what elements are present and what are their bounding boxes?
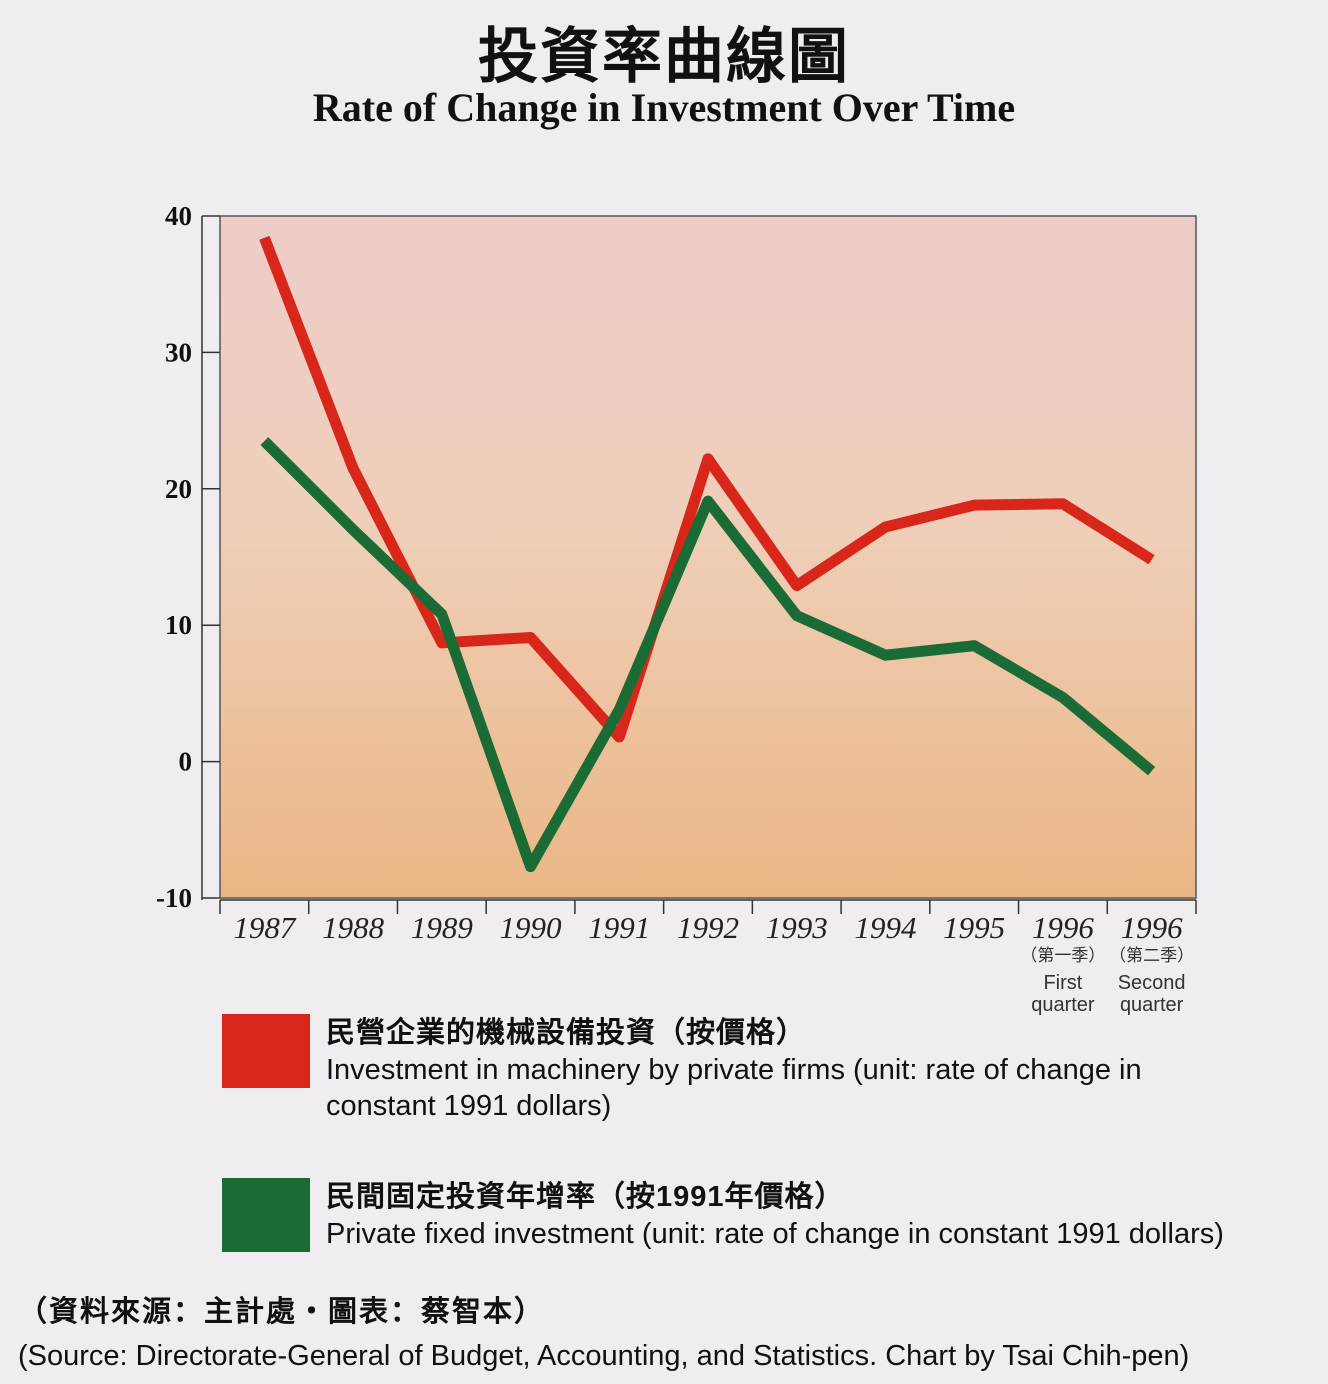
x-tick-label: 1993 [766, 910, 828, 945]
y-tick-label: 30 [165, 337, 192, 367]
legend-label-machinery-en-2: constant 1991 dollars) [326, 1090, 612, 1122]
series-line-fixed-investment [260, 437, 1156, 873]
chart-title-english: Rate of Change in Investment Over Time [312, 85, 1016, 130]
line-chart: 40 30 20 10 0 -10 1987 1988 1989 1990 1991 1992 1993… [156, 201, 1197, 1016]
x-tick-sublabel-en: quarter [1031, 994, 1095, 1016]
legend-swatch-machinery [222, 1014, 310, 1088]
x-tick-label: 1990 [500, 910, 563, 945]
legend-swatch-fixed-investment [222, 1178, 310, 1252]
source-note: （資料來源：主計處・圖表：蔡智本） (Source: Directorate-G… [18, 1288, 1189, 1373]
x-tick-sublabel-zh: （第二季） [1109, 946, 1194, 966]
y-tick-label: 40 [165, 201, 192, 231]
source-note-zh: （資料來源：主計處・圖表：蔡智本） [18, 1296, 546, 1328]
legend-label-fixed-investment-en: Private fixed investment (unit: rate of … [326, 1218, 1224, 1250]
x-tick-label: 1988 [322, 910, 385, 945]
legend-item-fixed-investment: 民間固定投資年增率（按1991年價格） Private fixed invest… [326, 1178, 1224, 1252]
y-tick-label: 0 [179, 747, 193, 777]
x-tick-label: 1994 [854, 910, 916, 945]
y-tick-label: 20 [165, 474, 192, 504]
x-tick-sublabel-en: quarter [1120, 994, 1184, 1016]
x-tick-sublabel-en: Second [1118, 972, 1186, 994]
x-tick-label: 1991 [588, 910, 650, 945]
x-tick-label: 1992 [677, 910, 739, 945]
x-tick-sublabel-zh: （第一季） [1020, 946, 1105, 966]
x-tick-label: 1987 [233, 910, 297, 945]
x-tick-sublabel-en: First [1043, 972, 1082, 994]
legend-label-machinery-en-1: Investment in machinery by private firms… [326, 1054, 1142, 1086]
plot-area [219, 215, 1197, 899]
x-tick-label: 1996 [1121, 910, 1184, 945]
chart-title-chinese: 投資率曲線圖 [478, 22, 850, 92]
x-tick-label: 1995 [943, 910, 1005, 945]
legend-label-fixed-investment-zh: 民間固定投資年增率（按1991年價格） [326, 1181, 845, 1213]
source-note-en: (Source: Directorate-General of Budget, … [18, 1340, 1190, 1372]
legend-item-machinery: 民營企業的機械設備投資（按價格） Investment in machinery… [326, 1014, 1142, 1124]
legend-label-machinery-zh: 民營企業的機械設備投資（按價格） [326, 1017, 807, 1049]
y-tick-label: 10 [165, 610, 192, 640]
x-tick-label: 1996 [1032, 910, 1095, 945]
y-tick-label: -10 [156, 883, 192, 913]
x-tick-label: 1989 [411, 910, 473, 945]
